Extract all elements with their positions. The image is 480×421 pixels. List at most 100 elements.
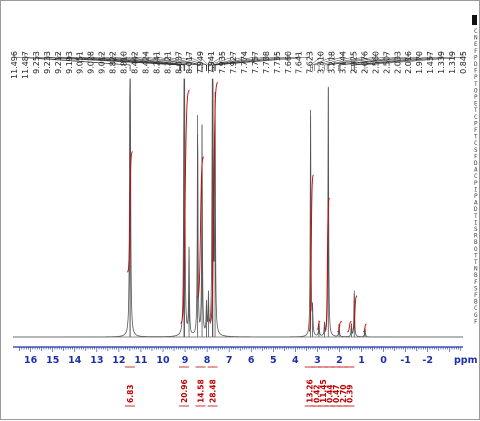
side-parameter-label: C <box>474 140 478 147</box>
integral-value: 0.42 <box>312 384 321 403</box>
peak-label-connector <box>101 53 186 71</box>
x-tick-label: 4 <box>292 355 299 366</box>
peak-label: 7.941 <box>207 51 216 74</box>
side-marker <box>472 15 477 25</box>
peak-label-connector <box>312 53 332 71</box>
side-parameter-label: F <box>474 48 478 55</box>
integral-curve <box>126 151 133 273</box>
side-parameter-label: I <box>474 186 478 193</box>
peak-label: 7.735 <box>273 51 282 74</box>
side-parameter-label: A <box>474 200 478 207</box>
integral-value: 6.83 <box>126 384 135 403</box>
peak-label: 7.641 <box>295 51 304 74</box>
peak-label: 9.233 <box>43 51 52 74</box>
integral-curve <box>324 197 330 332</box>
peak-label: 9.193 <box>65 51 74 74</box>
side-parameter-label: R <box>474 233 478 240</box>
peak-label-connector <box>318 53 354 71</box>
side-parameter-label: E <box>474 41 478 48</box>
side-parameter-label: D <box>474 61 478 68</box>
side-parameter-label: O <box>474 246 478 253</box>
x-tick-label: 6 <box>248 355 255 366</box>
side-parameter-label: S <box>474 226 478 233</box>
peak-label-connector <box>211 53 245 71</box>
x-tick-label: 11 <box>134 355 147 366</box>
x-tick-label: 10 <box>156 355 170 366</box>
integral-value: 28.48 <box>209 379 218 403</box>
peak-label-connector <box>215 53 310 71</box>
integral-curve <box>316 321 321 330</box>
peak-label-connector <box>68 53 182 71</box>
side-parameter-label: C <box>474 173 478 180</box>
x-tick-label: -1 <box>400 355 411 366</box>
peak-label: 2.016 <box>404 51 413 74</box>
peak-label-connector <box>46 53 181 71</box>
integral-curve <box>308 174 314 332</box>
side-parameter-label: T <box>474 252 478 259</box>
peak-label: 9.012 <box>98 51 107 74</box>
integral-curve <box>196 156 205 299</box>
peak-label-connector <box>313 53 343 71</box>
peak-label-connector <box>364 53 464 71</box>
side-parameter-label: D <box>474 206 478 213</box>
side-parameter-label: F <box>474 127 478 134</box>
x-tick-label: 0 <box>380 355 387 366</box>
x-axis: 16 15 14 13 12 11 10 9 8 7 6 5 4 3 2 1 0 -1 -2 ppm <box>13 346 478 366</box>
peak-label: 7.757 <box>251 51 260 74</box>
side-parameter-label: P <box>474 74 478 81</box>
peak-label: 7.660 <box>284 51 293 74</box>
integral-value: 14.58 <box>197 379 206 403</box>
side-parameter-label: F <box>474 318 478 325</box>
side-parameter-label: S <box>474 147 478 154</box>
side-parameter-label: T <box>474 107 478 114</box>
x-tick-label: 7 <box>226 355 233 366</box>
peak-label-connector <box>167 53 203 71</box>
side-parameter-label: P <box>474 180 478 187</box>
x-tick-label: 2 <box>336 355 343 366</box>
peak-label-connector <box>35 53 180 71</box>
side-parameter-label: P <box>474 120 478 127</box>
side-parameter-label: N <box>474 35 478 42</box>
peak-label: 1.339 <box>437 51 446 74</box>
integral-value: 0.47 <box>332 384 341 403</box>
x-tick-label: 3 <box>314 355 321 366</box>
peak-label: 7.623 <box>306 51 315 74</box>
x-tick-label: 1 <box>358 355 365 366</box>
integral-curve <box>347 321 352 333</box>
peak-label-connector <box>57 53 181 71</box>
peak-label: 11.487 <box>21 51 30 79</box>
side-parameter-label: F <box>474 153 478 160</box>
peak-label-connector <box>338 53 409 71</box>
integral-value: 0.44 <box>326 384 335 403</box>
peak-label: 11.496 <box>10 51 19 79</box>
peak-label-connector <box>326 53 376 71</box>
x-tick-label: 16 <box>24 355 38 366</box>
peak-label: 0.845 <box>459 51 468 74</box>
side-parameter-label: N <box>474 266 478 273</box>
x-tick-label: 8 <box>204 355 211 366</box>
peak-label-connector <box>339 53 420 71</box>
peak-label: 7.738 <box>262 51 271 74</box>
side-parameter-label: B <box>474 239 478 246</box>
side-parameter-label: I <box>474 219 478 226</box>
side-parameter-label: T <box>474 134 478 141</box>
side-parameter-label: E <box>474 101 478 108</box>
peak-label-connector <box>134 53 198 71</box>
peak-label-connector <box>112 53 190 71</box>
side-parameter-label: T <box>474 259 478 266</box>
x-tick-label: 5 <box>270 355 277 366</box>
side-parameter-label: G <box>474 312 478 319</box>
x-axis-unit-label: ppm <box>454 355 478 366</box>
peak-label-connector <box>178 53 207 71</box>
peak-label-connector <box>145 53 199 71</box>
side-parameter-label: P <box>474 54 478 61</box>
x-tick-label: 13 <box>90 355 103 366</box>
x-tick-label: 9 <box>182 355 189 366</box>
integral-curve <box>337 321 342 333</box>
peak-label-connector <box>338 53 398 71</box>
side-parameter-label: T <box>474 213 478 220</box>
label-connector-group <box>13 53 464 71</box>
side-parameter-label: F <box>474 68 478 75</box>
